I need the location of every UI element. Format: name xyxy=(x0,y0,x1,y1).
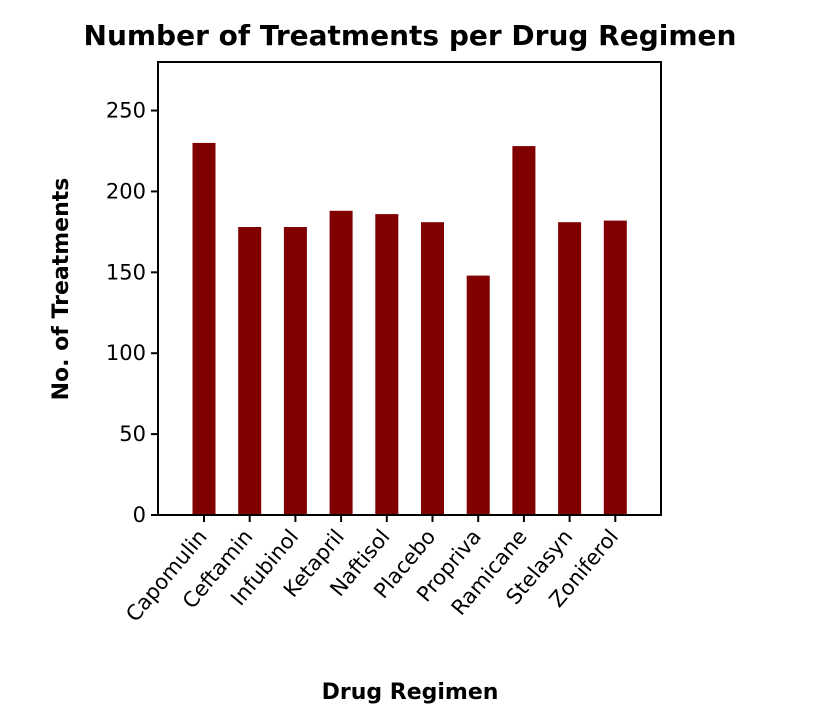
y-tick-label: 50 xyxy=(119,422,146,446)
y-tick-label: 100 xyxy=(106,341,146,365)
bar-naftisol xyxy=(375,214,399,515)
y-tick-label: 200 xyxy=(106,179,146,203)
x-axis-ticks: CapomulinCeftaminInfubinolKetaprilNaftis… xyxy=(121,515,623,626)
bars-group xyxy=(192,142,627,516)
y-tick-label: 250 xyxy=(106,99,146,123)
plot-area-frame xyxy=(157,61,662,516)
y-tick-label: 150 xyxy=(106,260,146,284)
bar-infubinol xyxy=(283,227,307,515)
bar-placebo xyxy=(421,222,444,515)
y-axis-label: No. of Treatments xyxy=(49,178,74,401)
bar-capomulin xyxy=(192,142,216,515)
bar-ramicane xyxy=(512,146,536,515)
x-axis-label: Drug Regimen xyxy=(322,680,499,705)
chart-title: Number of Treatments per Drug Regimen xyxy=(84,19,737,52)
bar-propriva xyxy=(466,275,490,515)
bar-zoniferol xyxy=(603,220,627,515)
bar-ketapril xyxy=(329,210,353,516)
bar-stelasyn xyxy=(558,222,582,515)
y-tick-label: 0 xyxy=(133,503,146,527)
y-axis-ticks: 0 50 100 150 200 250 xyxy=(106,99,158,527)
bar-ceftamin xyxy=(238,227,262,515)
